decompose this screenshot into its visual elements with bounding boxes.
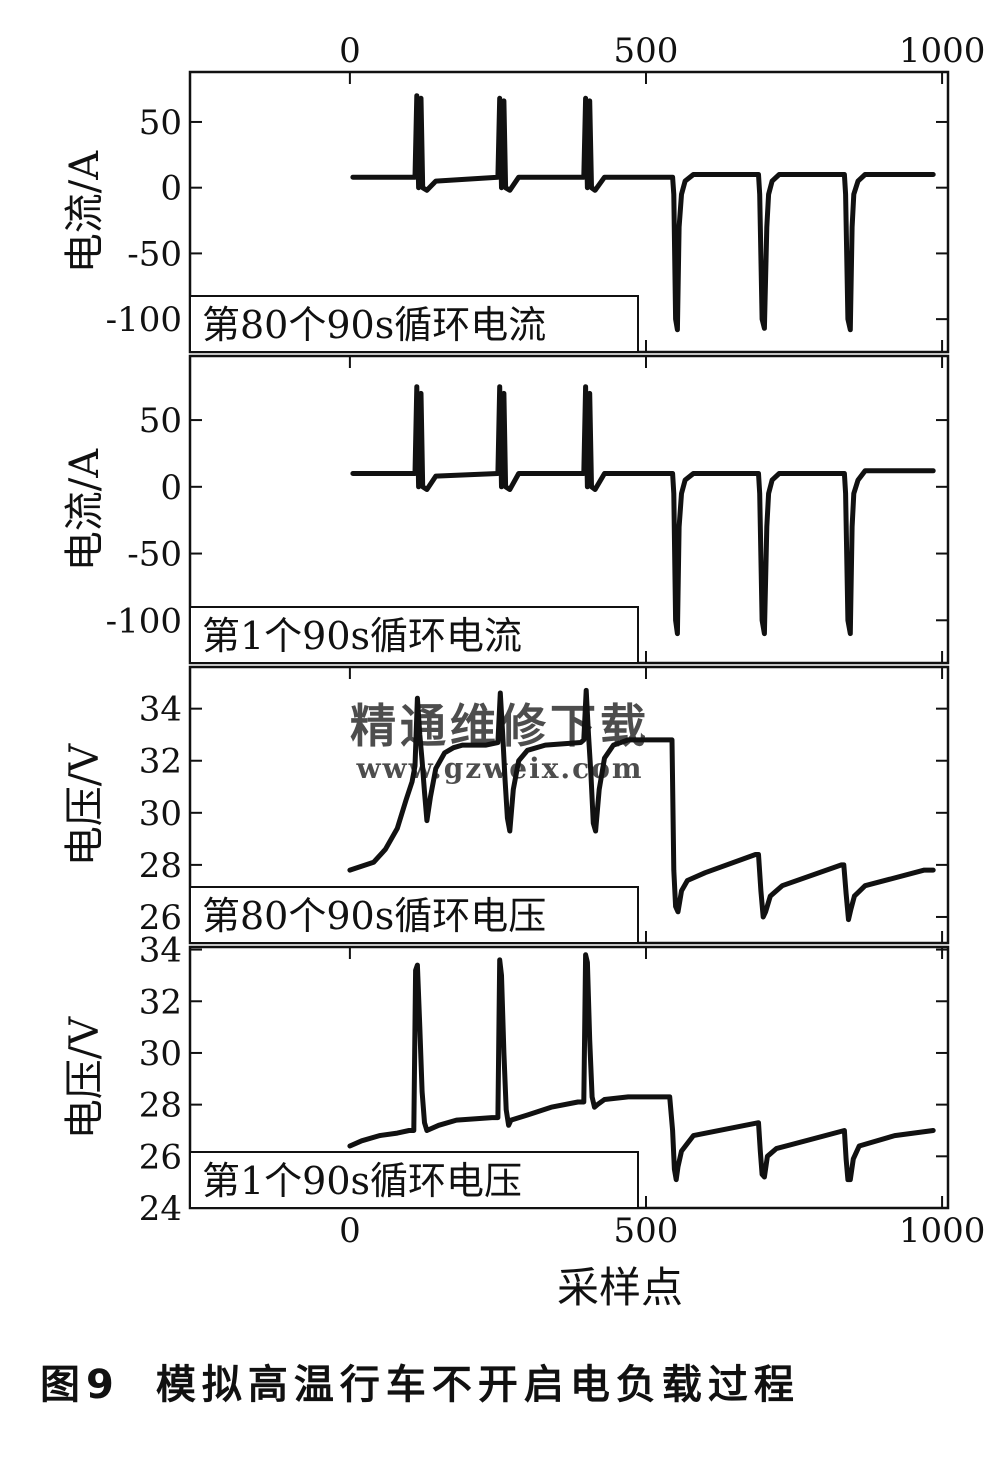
y-tick-label: -50 — [127, 535, 182, 575]
series-line — [347, 687, 936, 923]
chart-panel-2: 50 0 -50 -100 电流/A 第1个90s循环电流 — [62, 354, 950, 665]
y-axis-label: 电压/V — [62, 743, 108, 866]
annotation-text: 第1个90s循环电流 — [202, 614, 522, 658]
x-axis-label: 采样点 — [557, 1263, 683, 1312]
y-axis-label: 电流/A — [62, 150, 108, 273]
y-tick-label: 50 — [139, 401, 182, 441]
x-tick-label-top: 1000 — [899, 31, 986, 71]
chart-panel-4: 34 32 30 28 26 24 电压/V 第1个90s循环电压 — [62, 931, 950, 1229]
y-tick-label: 0 — [160, 468, 182, 508]
caption-figure-number: 图9 — [40, 1362, 120, 1408]
y-tick-label: 34 — [139, 690, 182, 730]
series-line — [347, 952, 936, 1183]
series-line — [350, 384, 936, 637]
chart-panel-1: 50 0 -50 -100 电流/A 第80个90s循环电流 — [62, 70, 950, 354]
watermark-url: www.gzweix.com — [355, 752, 643, 785]
x-tick-label-top: 0 — [339, 31, 361, 71]
x-tick-label-bottom: 500 — [614, 1211, 679, 1251]
annotation-box — [189, 1151, 639, 1209]
y-tick-label: 30 — [139, 1034, 182, 1074]
y-tick-label: 32 — [139, 982, 182, 1022]
y-axis-label: 电压/V — [62, 1016, 108, 1139]
annotation-box — [189, 886, 639, 944]
figure-caption: 图9 模拟高温行车不开启电负载过程 — [40, 1352, 980, 1422]
y-tick-label: 26 — [139, 1137, 182, 1177]
x-tick-label-bottom: 0 — [339, 1211, 361, 1251]
y-tick-label: -100 — [106, 300, 182, 340]
annotation-text: 第80个90s循环电压 — [202, 894, 546, 938]
y-tick-label: 28 — [139, 1086, 182, 1126]
caption-title: 模拟高温行车不开启电负载过程 — [155, 1362, 800, 1408]
annotation-text: 第80个90s循环电流 — [202, 303, 546, 347]
y-tick-label: 28 — [139, 846, 182, 886]
y-tick-label: 50 — [139, 103, 182, 143]
y-tick-label: 0 — [160, 169, 182, 209]
y-tick-label: 24 — [139, 1189, 182, 1229]
series-line — [350, 93, 936, 333]
annotation-box — [189, 606, 639, 664]
y-tick-label: 30 — [139, 794, 182, 834]
y-tick-label: 34 — [139, 931, 182, 971]
x-tick-label-top: 500 — [614, 31, 679, 71]
chart-panel-3: 34 32 30 28 26 电压/V 第80个90s循环电压 — [62, 665, 950, 945]
y-tick-label: 26 — [139, 898, 182, 938]
annotation-text: 第1个90s循环电压 — [202, 1159, 522, 1203]
y-tick-label: -50 — [127, 234, 182, 274]
annotation-box — [189, 295, 639, 353]
y-axis-label: 电流/A — [62, 448, 108, 571]
x-tick-label-bottom: 1000 — [899, 1211, 986, 1251]
y-tick-label: 32 — [139, 742, 182, 782]
y-tick-label: -100 — [106, 601, 182, 641]
